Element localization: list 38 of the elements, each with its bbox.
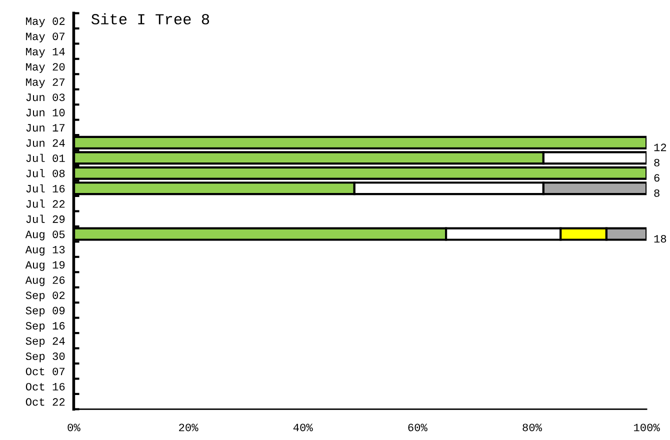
y-tick-label: Jul 08 (26, 169, 65, 178)
y-tick-label: May 02 (26, 17, 65, 28)
y-tick-label: Jun 17 (26, 124, 64, 132)
y-tick-label: Sep 16 (26, 322, 65, 332)
x-tick-label: 100% (634, 424, 660, 432)
y-tick-label: Oct 07 (26, 368, 64, 376)
y-tick-label: Jul 16 (26, 184, 65, 192)
y-tick-label: Sep 30 (26, 352, 65, 362)
chart-title: Site I Tree 8 (91, 13, 210, 24)
y-tick-label: Sep 02 (26, 292, 65, 302)
y-tick-label: Jul 01 (26, 154, 65, 162)
y-tick-label: Aug 13 (25, 246, 65, 256)
x-tick-label: 0% (68, 424, 80, 432)
text: 12 (654, 144, 666, 152)
y-tick-label: Aug 26 (25, 276, 65, 286)
y-tick-label: Jun 24 (26, 139, 65, 147)
y-tick-label: Oct 22 (26, 398, 65, 406)
x-tick-label: 80% (522, 424, 542, 432)
text: 18 (654, 235, 666, 243)
x-tick-label: 60% (408, 424, 428, 432)
y-tick-label: May 27 (26, 78, 64, 88)
text: 6 (654, 174, 660, 182)
y-tick-label: Aug 05 (25, 230, 65, 240)
y-tick-label: Sep 24 (26, 337, 65, 347)
y-tick-label: Jul 29 (26, 214, 65, 223)
x-tick-label: 40% (293, 424, 313, 432)
y-tick-label: May 14 (26, 48, 65, 58)
x-tick-label: 20% (179, 424, 198, 432)
y-tick-label: Oct 16 (26, 382, 65, 390)
y-tick-label: Sep 09 (26, 306, 65, 317)
y-tick-label: Jun 10 (26, 108, 65, 116)
text: 8 (654, 158, 660, 166)
y-tick-label: May 20 (26, 63, 65, 73)
y-tick-label: Aug 19 (25, 261, 65, 271)
y-tick-label: Jul 22 (26, 200, 65, 208)
y-tick-label: Jun 03 (26, 94, 65, 102)
y-tick-label: May 07 (26, 32, 64, 42)
text: 8 (654, 189, 660, 197)
